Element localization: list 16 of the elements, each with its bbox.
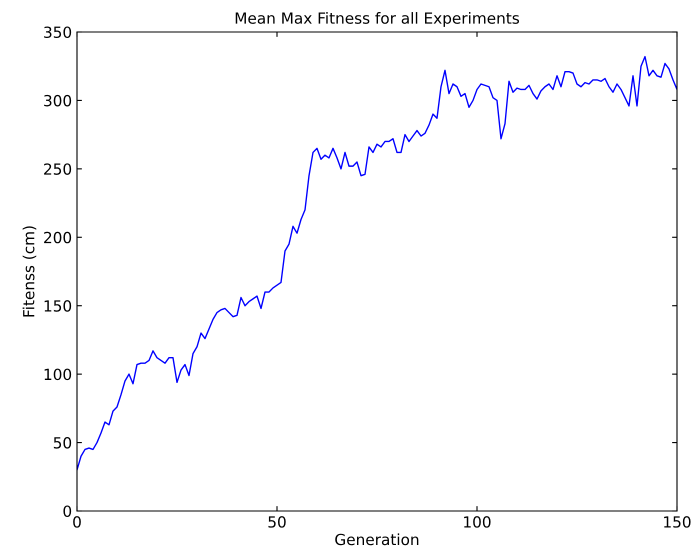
y-tick-label: 350 — [44, 26, 72, 38]
y-axis-title: Fitenss (cm) — [22, 226, 36, 316]
x-axis-title: Generation — [335, 533, 418, 546]
x-tick-label: 150 — [664, 516, 691, 528]
y-tick-label: 250 — [44, 163, 72, 175]
y-tick-label: 0 — [63, 505, 72, 518]
line-series — [77, 56, 677, 471]
y-tick-label: 50 — [54, 437, 72, 449]
y-tick-label: 100 — [44, 368, 72, 380]
y-tick-label: 300 — [44, 94, 72, 106]
chart-title: Mean Max Fitness for all Experiments — [236, 12, 520, 27]
y-tick-label: 200 — [44, 232, 72, 244]
x-tick-label: 0 — [73, 516, 81, 528]
y-tick-label: 150 — [44, 300, 72, 312]
x-tick-label: 100 — [464, 516, 491, 528]
x-tick-label: 50 — [268, 516, 286, 528]
